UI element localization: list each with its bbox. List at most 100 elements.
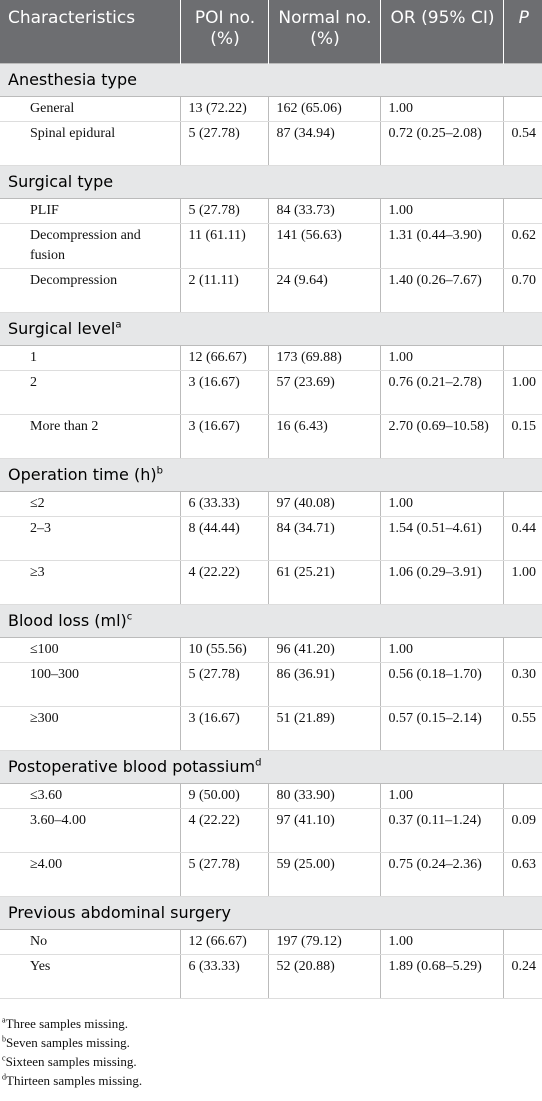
data-cell: 0.09: [502, 808, 542, 853]
data-cell: General: [0, 96, 180, 122]
cell-text: 5 (27.78): [188, 666, 240, 682]
cell-text: 2 (11.11): [188, 272, 239, 288]
data-cell: 1.06 (0.29–3.91): [379, 560, 503, 605]
cell-text: 0.44: [511, 520, 537, 536]
data-cell: 0.55: [502, 706, 542, 751]
data-cell: 1.31 (0.44–3.90): [379, 223, 503, 269]
data-cell: Spinal epidural: [0, 121, 180, 166]
data-row: ≥300 3 (16.67) 51 (21.89) 0.57 (0.15–2.14) 0…: [0, 706, 542, 751]
cell-text: 0.37 (0.11–1.24): [388, 812, 482, 828]
cell-text: 5 (27.78): [188, 856, 240, 872]
footnote-text: Three samples missing.: [5, 1015, 128, 1031]
cell-text: 2.70 (0.69–10.58): [388, 418, 489, 434]
data-cell: 2 (11.11): [179, 268, 268, 313]
note-marker: a: [115, 319, 122, 331]
footnote-text: Seven samples missing.: [6, 1034, 130, 1050]
data-cell: ≤100: [0, 637, 180, 663]
data-cell: [502, 637, 542, 663]
cell-text: 1.00: [388, 787, 414, 803]
cell-text: More than 2: [30, 418, 99, 434]
section-title: Surgical level: [8, 319, 116, 338]
data-cell: ≤2: [0, 491, 180, 517]
section-cell: Blood loss (ml)c: [0, 603, 542, 638]
data-cell: 13 (72.22): [179, 96, 268, 122]
header-cell: POI no. (%): [179, 0, 268, 63]
data-cell: 0.30: [502, 662, 542, 707]
section-row: Operation time (h)b: [0, 457, 542, 492]
cell-text: ≥4.00: [30, 856, 63, 872]
data-cell: 0.76 (0.21–2.78): [379, 370, 503, 415]
section-row: Previous abdominal surgery: [0, 895, 542, 930]
data-cell: [502, 783, 542, 809]
data-row: 100–300 5 (27.78) 86 (36.91) 0.56 (0.18–1.7…: [0, 662, 542, 707]
data-cell: 1.00: [502, 560, 542, 605]
cell-text: 12 (66.67): [188, 349, 247, 365]
data-cell: 0.44: [502, 516, 542, 561]
cell-text: 3.60–4.00: [30, 812, 86, 828]
cell-text: 0.15: [511, 418, 537, 434]
cell-text: ≤100: [30, 641, 59, 657]
section-cell: Operation time (h)b: [0, 457, 542, 492]
data-cell: ≥3: [0, 560, 180, 605]
cell-text: 1.40 (0.26–7.67): [388, 272, 482, 288]
section-cell: Previous abdominal surgery: [0, 895, 542, 930]
cell-text: 3 (16.67): [188, 710, 240, 726]
cell-text: 80 (33.90): [276, 787, 335, 803]
data-cell: 0.15: [502, 414, 542, 459]
footnotes: aThree samples missing. bSeven samples mi…: [0, 999, 542, 1090]
section-title: Previous abdominal surgery: [8, 903, 231, 922]
data-cell: 8 (44.44): [179, 516, 268, 561]
data-cell: 162 (65.06): [267, 96, 380, 122]
data-row: Decompression 2 (11.11) 24 (9.64) 1.40 (0.2…: [0, 268, 542, 313]
cell-text: 197 (79.12): [276, 933, 342, 949]
cell-text: 1.06 (0.29–3.91): [388, 564, 482, 580]
cell-text: No: [30, 933, 48, 949]
data-cell: 1.89 (0.68–5.29): [379, 954, 503, 999]
header-cell: OR (95% CI): [379, 0, 503, 63]
cell-text: 5 (27.78): [188, 125, 240, 141]
cell-text: ≥300: [30, 710, 59, 726]
cell-text: 61 (25.21): [276, 564, 335, 580]
cell-text: ≥3: [30, 564, 45, 580]
cell-text: 4 (22.22): [188, 564, 240, 580]
cell-text: 0.56 (0.18–1.70): [388, 666, 482, 682]
cell-text: 57 (23.69): [276, 374, 335, 390]
cell-text: 6 (33.33): [188, 958, 240, 974]
footnote: bSeven samples missing.: [2, 1033, 542, 1052]
data-cell: [502, 345, 542, 371]
data-cell: 0.72 (0.25–2.08): [379, 121, 503, 166]
footnote-text: Sixteen samples missing.: [5, 1053, 137, 1069]
data-cell: [502, 929, 542, 955]
data-cell: 1.00: [379, 198, 503, 224]
data-cell: 1.00: [379, 783, 503, 809]
cell-text: 97 (41.10): [276, 812, 335, 828]
cell-text: 96 (41.20): [276, 641, 335, 657]
data-cell: 5 (27.78): [179, 198, 268, 224]
data-cell: No: [0, 929, 180, 955]
data-cell: ≥300: [0, 706, 180, 751]
cell-text: 1.54 (0.51–4.61): [388, 520, 482, 536]
data-cell: [502, 198, 542, 224]
cell-text: 52 (20.88): [276, 958, 335, 974]
data-cell: 1.00: [379, 929, 503, 955]
data-cell: 4 (22.22): [179, 560, 268, 605]
data-cell: 0.70: [502, 268, 542, 313]
data-row: 2 3 (16.67) 57 (23.69) 0.76 (0.21–2.78) 1.00: [0, 370, 542, 415]
data-cell: 6 (33.33): [179, 954, 268, 999]
data-row: ≥3 4 (22.22) 61 (25.21) 1.06 (0.29–3.91) 1.0…: [0, 560, 542, 605]
cell-text: 87 (34.94): [276, 125, 335, 141]
data-cell: ≤3.60: [0, 783, 180, 809]
data-cell: 0.63: [502, 852, 542, 897]
cell-text: 2–3: [30, 520, 51, 536]
data-cell: ≥4.00: [0, 852, 180, 897]
data-cell: 59 (25.00): [267, 852, 380, 897]
data-cell: 52 (20.88): [267, 954, 380, 999]
data-cell: Decompression: [0, 268, 180, 313]
cell-text: 0.30: [511, 666, 537, 682]
section-row: Anesthesia type: [0, 62, 542, 97]
data-cell: 3 (16.67): [179, 370, 268, 415]
cell-text: 3 (16.67): [188, 418, 240, 434]
cell-text: 1.00: [511, 374, 537, 390]
cell-text: 3 (16.67): [188, 374, 240, 390]
